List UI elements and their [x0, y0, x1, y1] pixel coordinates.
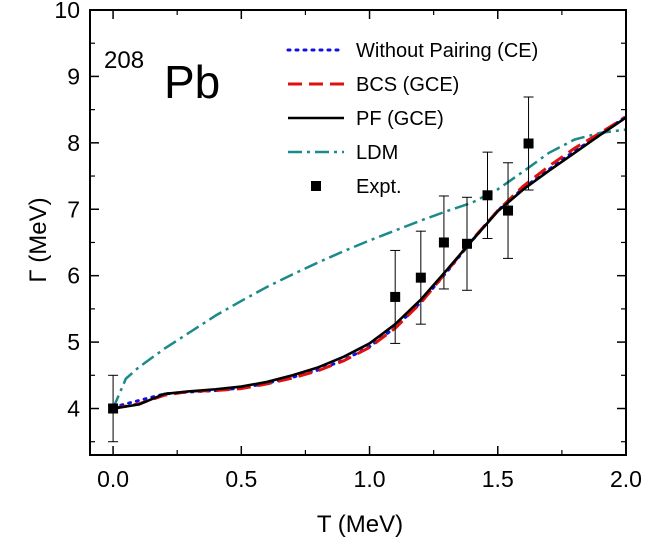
x-tick-label: 0.0 [97, 466, 129, 492]
legend-marker [311, 181, 321, 191]
legend-label: Expt. [356, 176, 402, 198]
expt-marker [503, 205, 514, 216]
y-tick-label: 7 [67, 196, 80, 222]
legend-label: LDM [356, 142, 398, 164]
legend-entry-bcs-gce: BCS (GCE) [288, 74, 459, 96]
expt-marker [461, 238, 472, 249]
legend-entry-ldm: LDM [288, 142, 398, 164]
expt-point [503, 162, 514, 259]
expt-marker [390, 291, 401, 302]
expt-point [415, 230, 426, 325]
series-line-pf-gce [112, 116, 627, 410]
x-tick-label: 2.0 [610, 466, 642, 492]
expt-marker [415, 272, 426, 283]
y-tick-label: 4 [67, 396, 80, 422]
legend-entry-pf-gce: PF (GCE) [288, 108, 444, 130]
y-tick-label: 8 [67, 130, 80, 156]
expt-marker [482, 190, 493, 201]
legend-entry-expt: Expt. [311, 176, 402, 198]
x-axis-title: T (MeV) [317, 511, 403, 538]
axes-frame [89, 9, 627, 456]
plot-area [108, 96, 628, 443]
nucleus-annotation: 208 Pb [104, 47, 220, 108]
y-tick-label: 9 [67, 63, 80, 89]
expt-point [438, 195, 449, 290]
expt-marker [523, 138, 534, 149]
annotation-mass-number: 208 [104, 47, 144, 74]
x-tick-label: 1.0 [354, 466, 386, 492]
expt-marker [108, 403, 119, 414]
legend-label: BCS (GCE) [356, 74, 459, 96]
legend-label: PF (GCE) [356, 108, 444, 130]
x-tick-label: 0.5 [225, 466, 257, 492]
x-tick-label: 1.5 [482, 466, 514, 492]
expt-point [108, 374, 119, 443]
y-tick-label: 5 [67, 329, 80, 355]
legend-label: Without Pairing (CE) [356, 40, 538, 62]
y-tick-label: 6 [67, 263, 80, 289]
expt-point [523, 96, 534, 191]
expt-point [461, 196, 472, 291]
series-line-ldm [111, 128, 627, 410]
annotation-element: Pb [164, 56, 220, 108]
axes: 0.0 0.5 1.0 1.5 2.0 4 5 6 7 8 9 10 [54, 0, 642, 492]
y-tick-label: 10 [54, 0, 80, 23]
expt-point [390, 249, 401, 344]
expt-point [482, 151, 493, 239]
expt-marker [438, 237, 449, 248]
legend-entry-without-pairing-ce: Without Pairing (CE) [286, 40, 538, 62]
y-axis-title: Γ (MeV) [25, 197, 52, 282]
legend: Without Pairing (CE) BCS (GCE) PF (GCE) LDM… [286, 40, 538, 198]
